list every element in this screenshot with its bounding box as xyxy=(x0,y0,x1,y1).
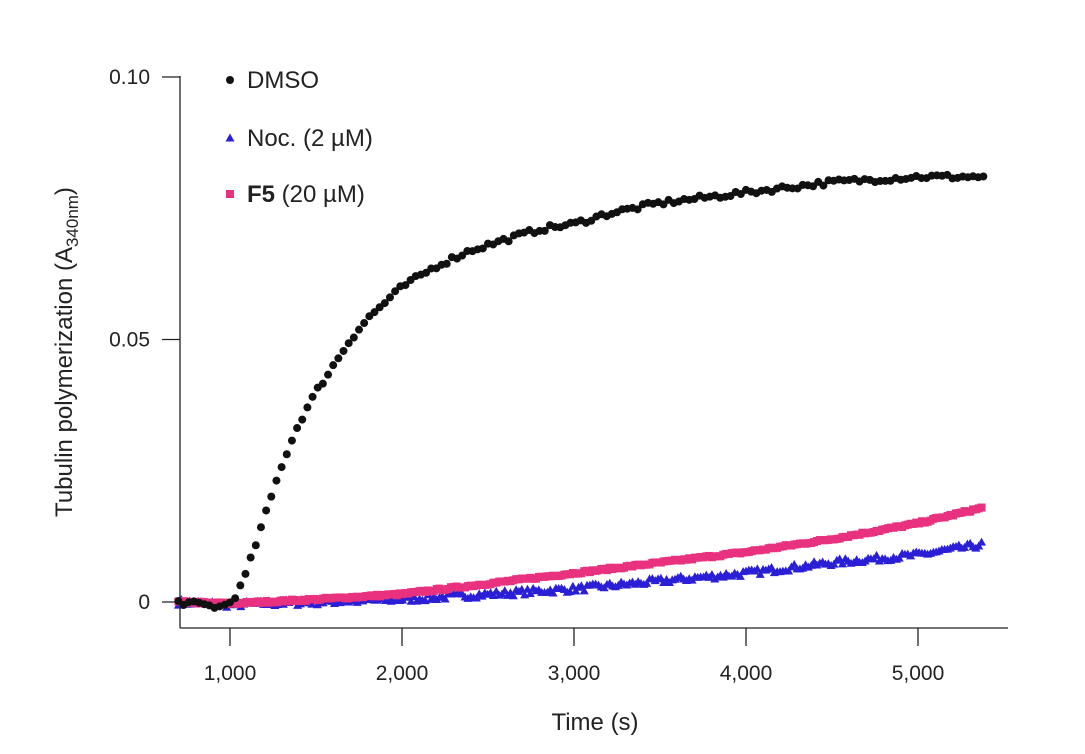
data-point xyxy=(784,566,794,575)
data-point xyxy=(246,553,255,562)
data-point xyxy=(231,594,240,603)
y-axis-title-main: Tubulin polymerization (A xyxy=(51,247,78,517)
series-f5 xyxy=(174,503,986,608)
y-axis-title-subscript: 340nm xyxy=(63,195,82,247)
data-point xyxy=(303,403,312,412)
x-axis-ticks: 1,000 2,000 3,000 4,000 5,000 xyxy=(204,628,945,685)
x-tick-label: 2,000 xyxy=(376,662,429,685)
data-point xyxy=(872,550,882,559)
data-point xyxy=(385,293,394,302)
legend-label-noc: Noc. (2 µM) xyxy=(247,125,373,152)
data-point xyxy=(548,588,558,597)
data-point xyxy=(659,200,668,209)
legend-marker-dmso xyxy=(226,76,234,84)
data-point xyxy=(440,594,450,603)
data-point xyxy=(308,392,317,401)
data-point xyxy=(360,319,369,328)
data-point xyxy=(370,308,379,317)
legend-marker-f5 xyxy=(226,190,234,198)
data-point xyxy=(225,133,235,142)
data-point xyxy=(307,599,317,608)
data-point xyxy=(837,559,847,568)
legend-label-f5: F5 (20 µM) xyxy=(247,181,365,208)
data-point xyxy=(241,569,250,578)
data-point xyxy=(355,325,363,334)
data-point xyxy=(508,591,518,600)
data-point xyxy=(272,476,281,485)
data-point xyxy=(642,578,652,587)
legend-label-text: DMSO xyxy=(247,67,319,94)
data-point xyxy=(633,205,642,214)
data-point xyxy=(324,370,333,379)
data-point xyxy=(226,190,234,198)
data-point xyxy=(458,251,467,260)
data-point xyxy=(755,569,765,578)
data-point xyxy=(267,492,276,501)
x-tick-label: 4,000 xyxy=(720,662,773,685)
data-point xyxy=(262,506,271,515)
data-point xyxy=(256,523,265,532)
data-point xyxy=(977,503,986,512)
legend: DMSO Noc. (2 µM) F5 (20 µM) xyxy=(225,67,373,208)
legend-label-bold: F5 xyxy=(247,181,275,208)
data-point xyxy=(579,586,589,595)
y-axis-title-close: ) xyxy=(51,187,78,195)
data-point xyxy=(894,553,904,562)
legend-marker-noc xyxy=(225,133,235,142)
data-point xyxy=(293,424,302,433)
data-point xyxy=(282,450,291,459)
data-point xyxy=(819,181,828,190)
x-axis-title: Time (s) xyxy=(551,709,638,736)
data-point xyxy=(979,172,988,181)
data-point xyxy=(339,346,348,355)
y-axis-ticks: 0 0.05 0.10 xyxy=(109,66,180,614)
data-point xyxy=(478,244,487,253)
data-point xyxy=(298,415,307,424)
data-point xyxy=(236,581,245,590)
y-axis-title: Tubulin polymerization (A340nm) xyxy=(51,187,82,517)
y-tick-label: 0 xyxy=(138,591,150,614)
data-point xyxy=(251,541,260,550)
data-point xyxy=(401,281,410,290)
data-point xyxy=(504,237,513,246)
plot-series xyxy=(173,170,988,612)
y-tick-label: 0.10 xyxy=(109,66,150,89)
data-point xyxy=(767,562,777,571)
axes: 0 0.05 0.10 1,000 2,000 3,000 4,000 5,000 xyxy=(109,66,1008,685)
data-point xyxy=(752,564,762,573)
legend-label-text: Noc. (2 µM) xyxy=(247,125,373,152)
data-point xyxy=(318,379,327,388)
data-point xyxy=(334,354,343,363)
legend-item-f5: F5 (20 µM) xyxy=(226,181,365,208)
x-tick-label: 3,000 xyxy=(548,662,601,685)
data-point xyxy=(329,361,338,370)
data-point xyxy=(349,333,358,342)
data-point xyxy=(525,589,535,598)
y-tick-label: 0.05 xyxy=(109,329,150,352)
data-point xyxy=(540,226,549,235)
data-point xyxy=(380,299,389,308)
data-point xyxy=(977,537,987,546)
legend-item-noc: Noc. (2 µM) xyxy=(225,125,373,152)
series-dmso xyxy=(174,170,988,612)
legend-label-dmso: DMSO xyxy=(247,67,319,94)
x-tick-label: 5,000 xyxy=(892,662,945,685)
legend-label-text: (20 µM) xyxy=(275,181,365,208)
data-point xyxy=(344,339,353,348)
data-point xyxy=(391,287,400,296)
x-tick-label: 1,000 xyxy=(204,662,257,685)
data-point xyxy=(277,463,286,472)
legend-item-dmso: DMSO xyxy=(226,67,319,94)
data-point xyxy=(442,259,451,268)
data-point xyxy=(287,436,296,445)
data-point xyxy=(226,76,234,84)
data-point xyxy=(735,571,745,580)
